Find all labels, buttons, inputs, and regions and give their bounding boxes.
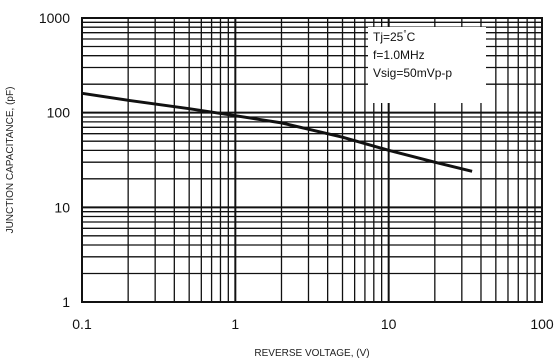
test-conditions-note: Tj=25°C f=1.0MHz Vsig=50mVp-p [368, 27, 486, 103]
x-tick-label: 0.1 [72, 316, 92, 332]
x-tick-label: 100 [530, 316, 554, 332]
x-tick-labels: 0.1 1 10 100 [72, 316, 554, 332]
note-line-vsig: Vsig=50mVp-p [373, 66, 452, 80]
y-axis-label: JUNCTION CAPACITANCE, (pF) [5, 87, 16, 234]
x-tick-label: 10 [381, 316, 397, 332]
y-tick-label: 1000 [39, 10, 70, 26]
x-tick-label: 1 [231, 316, 239, 332]
y-tick-label: 1 [62, 294, 70, 310]
plot-frame [81, 17, 543, 303]
y-tick-label: 10 [54, 199, 70, 215]
capacitance-curve [81, 91, 473, 173]
note-background [368, 27, 486, 103]
note-line-frequency: f=1.0MHz [373, 48, 425, 62]
y-tick-label: 100 [47, 105, 71, 121]
x-axis-label: REVERSE VOLTAGE, (V) [254, 348, 369, 359]
y-tick-labels: 1 10 100 1000 [39, 10, 70, 310]
note-line-tj: Tj=25°C [373, 29, 416, 44]
